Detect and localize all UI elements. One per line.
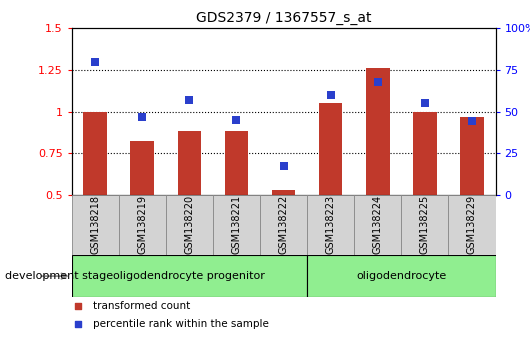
Text: percentile rank within the sample: percentile rank within the sample xyxy=(93,319,269,329)
Bar xyxy=(213,195,260,255)
Bar xyxy=(413,112,437,195)
Text: GSM138219: GSM138219 xyxy=(137,195,147,254)
Bar xyxy=(448,195,496,255)
Bar xyxy=(460,116,484,195)
Point xyxy=(232,117,241,123)
Point xyxy=(421,101,429,106)
Bar xyxy=(401,195,448,255)
Bar xyxy=(319,103,342,195)
Bar xyxy=(272,190,295,195)
Bar xyxy=(225,131,248,195)
Text: GSM138221: GSM138221 xyxy=(232,195,242,255)
Bar xyxy=(119,195,166,255)
Bar xyxy=(72,195,119,255)
Bar xyxy=(354,195,401,255)
Bar xyxy=(83,112,107,195)
Text: GSM138220: GSM138220 xyxy=(184,195,195,255)
Text: GSM138229: GSM138229 xyxy=(467,195,477,255)
Point xyxy=(74,321,82,327)
Point xyxy=(74,303,82,309)
Point xyxy=(326,92,335,98)
Bar xyxy=(260,195,307,255)
Point xyxy=(185,97,193,103)
Point xyxy=(374,79,382,84)
Text: GSM138222: GSM138222 xyxy=(279,195,288,255)
Text: GSM138225: GSM138225 xyxy=(420,195,430,255)
Text: oligodendrocyte progenitor: oligodendrocyte progenitor xyxy=(113,271,266,281)
Text: GSM138218: GSM138218 xyxy=(90,195,100,254)
Point xyxy=(91,59,99,64)
Text: development stage: development stage xyxy=(5,271,113,281)
Bar xyxy=(166,195,213,255)
Bar xyxy=(366,68,390,195)
Text: oligodendrocyte: oligodendrocyte xyxy=(356,271,446,281)
Text: GSM138224: GSM138224 xyxy=(373,195,383,255)
Bar xyxy=(178,131,201,195)
Text: GSM138223: GSM138223 xyxy=(325,195,335,255)
Point xyxy=(279,164,288,169)
Title: GDS2379 / 1367557_s_at: GDS2379 / 1367557_s_at xyxy=(196,11,372,24)
Point xyxy=(468,119,476,124)
Bar xyxy=(307,195,354,255)
Bar xyxy=(72,255,307,297)
Bar xyxy=(307,255,496,297)
Bar xyxy=(130,142,154,195)
Point xyxy=(138,114,146,119)
Text: transformed count: transformed count xyxy=(93,301,190,311)
